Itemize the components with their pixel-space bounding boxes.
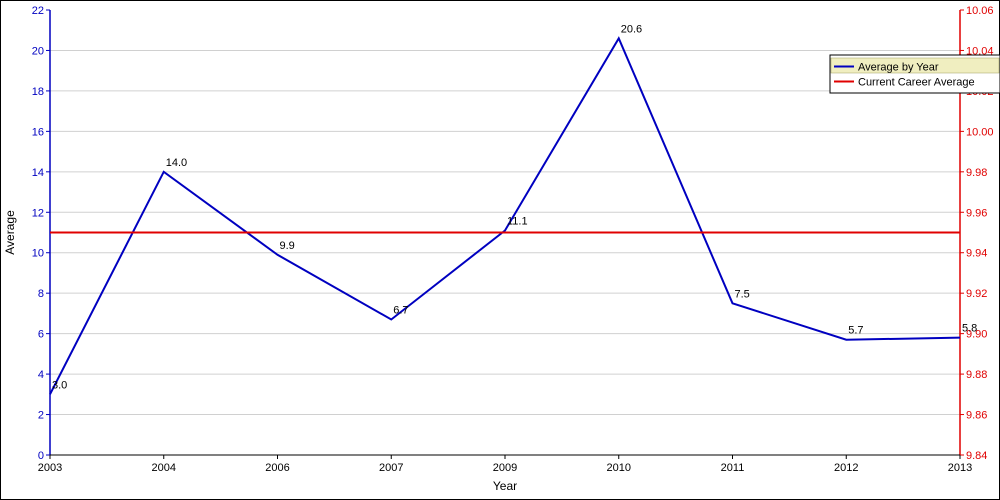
ytick-left-label: 12 [32,207,44,219]
ytick-left-label: 14 [32,167,44,179]
xtick-label: 2013 [948,462,972,474]
data-point-label: 6.7 [393,304,408,316]
ytick-right-label: 9.96 [966,207,987,219]
data-point-label: 3.0 [52,379,67,391]
data-point-label: 7.5 [735,288,750,300]
ytick-left-label: 4 [38,369,44,381]
ytick-left-label: 0 [38,450,44,462]
data-point-label: 5.7 [848,325,863,337]
data-point-label: 9.9 [280,240,295,252]
xtick-label: 2010 [607,462,631,474]
data-point-label: 14.0 [166,157,187,169]
data-point-label: 11.1 [507,215,528,227]
xtick-label: 2003 [38,462,62,474]
ytick-right-label: 9.94 [966,248,987,260]
y-axis-title-left: Average [3,210,17,255]
ytick-left-label: 22 [32,5,44,17]
data-point-label: 5.8 [962,323,977,335]
chart-container: 02468101214161820229.849.869.889.909.929… [0,0,1000,500]
xtick-label: 2012 [834,462,858,474]
xtick-label: 2011 [721,462,745,474]
ytick-left-label: 10 [32,248,44,260]
xtick-label: 2006 [265,462,289,474]
ytick-right-label: 9.92 [966,288,987,300]
ytick-right-label: 9.86 [966,410,987,422]
dual-axis-line-chart: 02468101214161820229.849.869.889.909.929… [0,0,1000,500]
xtick-label: 2004 [152,462,176,474]
data-point-label: 20.6 [621,23,642,35]
legend-item-label[interactable]: Current Career Average [858,77,975,89]
ytick-left-label: 2 [38,410,44,422]
ytick-right-label: 10.06 [966,5,994,17]
ytick-left-label: 18 [32,86,44,98]
xtick-label: 2007 [379,462,403,474]
ytick-left-label: 20 [32,45,44,57]
ytick-left-label: 16 [32,126,44,138]
ytick-right-label: 10.00 [966,126,994,138]
ytick-left-label: 8 [38,288,44,300]
ytick-right-label: 9.88 [966,369,987,381]
x-axis-title: Year [493,479,517,493]
legend-item-label[interactable]: Average by Year [858,62,939,74]
ytick-right-label: 9.84 [966,450,987,462]
legend: Average by Year Current Career Average [830,55,1000,93]
xtick-label: 2009 [493,462,517,474]
ytick-right-label: 9.98 [966,167,987,179]
ytick-left-label: 6 [38,329,44,341]
